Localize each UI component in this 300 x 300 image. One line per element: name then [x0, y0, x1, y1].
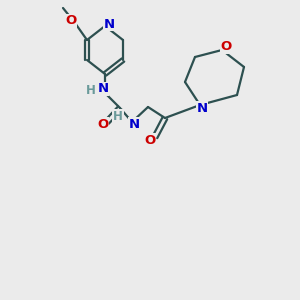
Text: O: O	[144, 134, 156, 146]
Text: N: N	[103, 17, 115, 31]
Text: H: H	[86, 85, 96, 98]
Text: N: N	[98, 82, 109, 95]
Text: N: N	[196, 101, 208, 115]
Text: O: O	[220, 40, 232, 53]
Text: O: O	[98, 118, 109, 130]
Text: H: H	[113, 110, 123, 122]
Text: O: O	[65, 14, 76, 28]
Text: N: N	[128, 118, 140, 130]
